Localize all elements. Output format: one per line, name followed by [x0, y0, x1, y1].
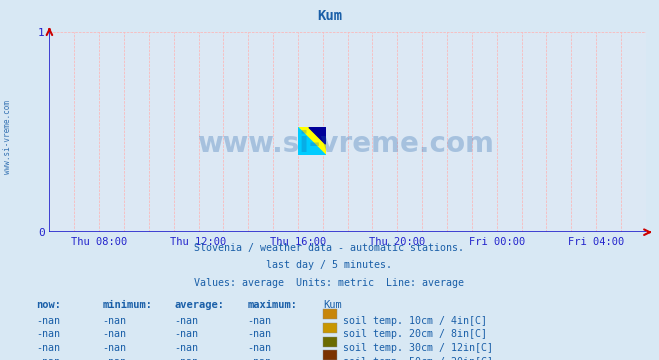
Text: -nan: -nan [36, 329, 60, 339]
Text: Kum: Kum [317, 9, 342, 23]
Text: last day / 5 minutes.: last day / 5 minutes. [266, 260, 393, 270]
Text: maximum:: maximum: [247, 300, 297, 310]
Text: average:: average: [175, 300, 225, 310]
Text: -nan: -nan [175, 357, 198, 360]
Polygon shape [298, 127, 326, 155]
Text: -nan: -nan [102, 357, 126, 360]
Text: soil temp. 30cm / 12in[C]: soil temp. 30cm / 12in[C] [343, 343, 493, 353]
Text: www.si-vreme.com: www.si-vreme.com [3, 100, 13, 174]
Text: Kum: Kum [323, 300, 341, 310]
Text: minimum:: minimum: [102, 300, 152, 310]
Text: now:: now: [36, 300, 61, 310]
Text: -nan: -nan [247, 316, 271, 326]
Text: -nan: -nan [175, 329, 198, 339]
Text: soil temp. 20cm / 8in[C]: soil temp. 20cm / 8in[C] [343, 329, 487, 339]
Text: www.si-vreme.com: www.si-vreme.com [198, 130, 494, 158]
Text: -nan: -nan [175, 316, 198, 326]
Text: -nan: -nan [247, 343, 271, 353]
Text: -nan: -nan [36, 343, 60, 353]
Text: -nan: -nan [102, 316, 126, 326]
Text: -nan: -nan [102, 343, 126, 353]
Polygon shape [309, 127, 326, 144]
Text: soil temp. 50cm / 20in[C]: soil temp. 50cm / 20in[C] [343, 357, 493, 360]
Text: -nan: -nan [247, 357, 271, 360]
Text: soil temp. 10cm / 4in[C]: soil temp. 10cm / 4in[C] [343, 316, 487, 326]
Text: -nan: -nan [175, 343, 198, 353]
Text: Slovenia / weather data - automatic stations.: Slovenia / weather data - automatic stat… [194, 243, 465, 253]
Polygon shape [298, 127, 326, 155]
Text: Values: average  Units: metric  Line: average: Values: average Units: metric Line: aver… [194, 278, 465, 288]
Text: -nan: -nan [36, 316, 60, 326]
Text: -nan: -nan [102, 329, 126, 339]
Text: -nan: -nan [36, 357, 60, 360]
Text: -nan: -nan [247, 329, 271, 339]
